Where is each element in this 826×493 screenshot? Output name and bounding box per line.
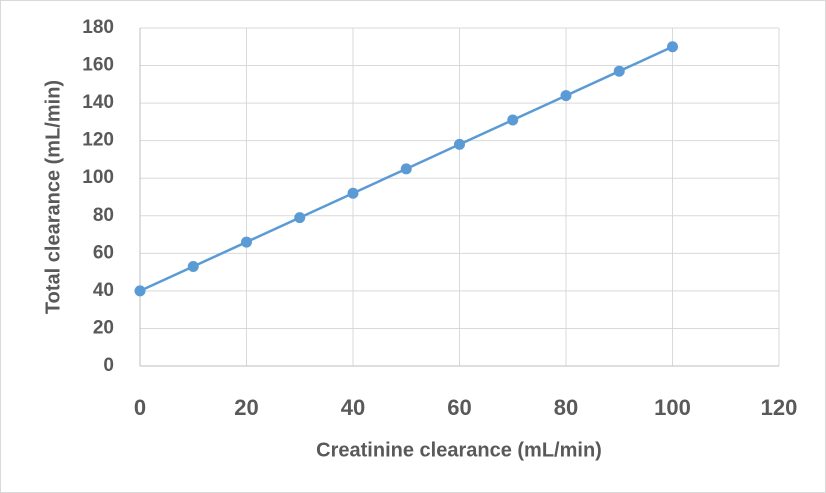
data-point: [400, 163, 412, 175]
data-point: [613, 65, 625, 77]
x-tick-label: 0: [134, 395, 146, 420]
data-point: [241, 236, 252, 248]
y-tick-label: 0: [103, 355, 114, 376]
x-tick-label: 20: [234, 395, 258, 420]
y-axis-label: Total clearance (mL/min): [42, 80, 64, 314]
data-point: [294, 212, 306, 224]
data-point: [560, 90, 572, 102]
x-axis-label: Creatinine clearance (mL/min): [316, 439, 602, 461]
y-tick-label: 160: [82, 55, 114, 76]
x-tick-label: 80: [554, 395, 578, 420]
y-tick-label: 100: [82, 167, 114, 188]
y-tick-label: 120: [82, 130, 114, 151]
data-point: [454, 138, 465, 150]
x-tick-label: 60: [447, 395, 471, 420]
y-tick-label: 140: [82, 92, 114, 113]
y-tick-label: 20: [93, 317, 114, 338]
data-point: [667, 41, 678, 53]
y-tick-label: 180: [82, 17, 114, 38]
data-point: [507, 114, 519, 126]
y-tick-label: 80: [93, 205, 114, 226]
y-tick-label: 40: [93, 280, 114, 301]
x-tick-label: 120: [761, 395, 798, 420]
data-point: [134, 285, 146, 297]
data-point: [187, 260, 199, 272]
x-tick-label: 40: [341, 395, 365, 420]
data-point: [347, 187, 359, 199]
y-tick-label: 60: [93, 242, 114, 263]
x-tick-label: 100: [654, 395, 691, 420]
